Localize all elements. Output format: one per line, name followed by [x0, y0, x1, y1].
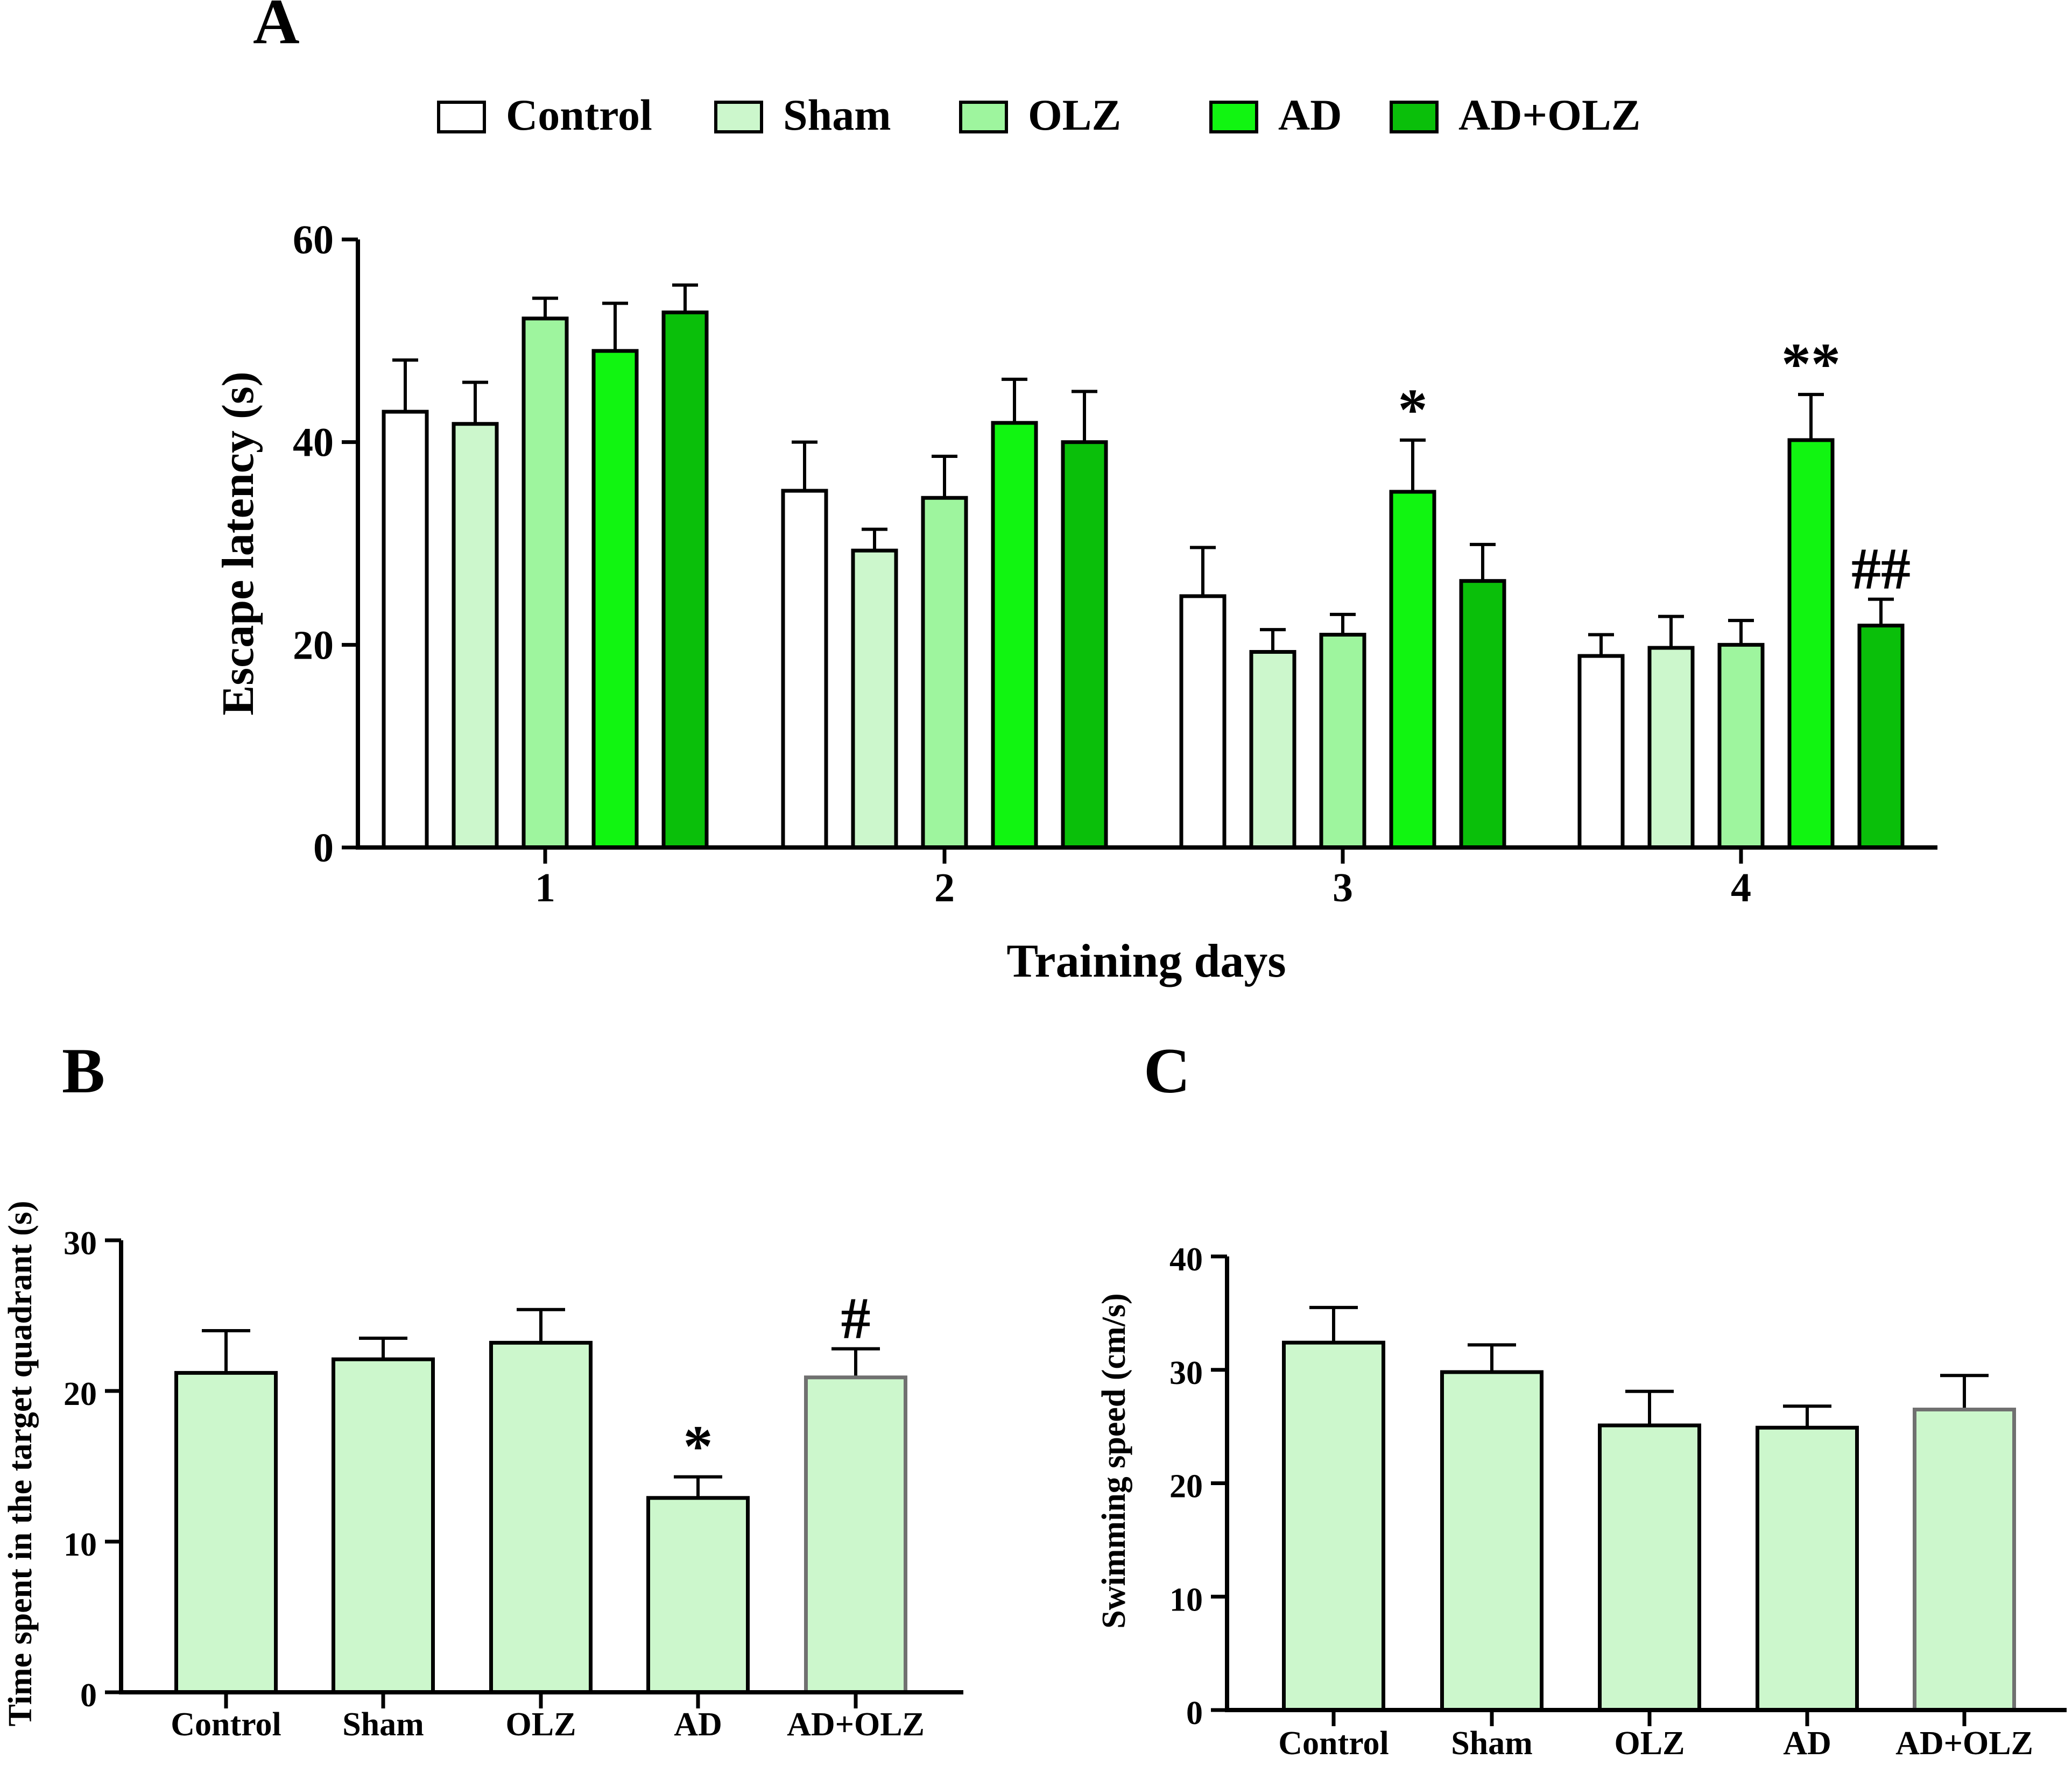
bar-2-1	[921, 496, 968, 850]
bar-1-1	[851, 548, 898, 850]
bar-0-3	[1577, 654, 1625, 850]
significance-0-4: #	[841, 1285, 871, 1351]
bar-0-0	[1282, 1340, 1385, 1712]
y-axis-title: Escape latency (s)	[213, 371, 263, 715]
bar-0-4	[1913, 1408, 2016, 1712]
bar-3-2	[1389, 490, 1436, 850]
y-axis-title: Time spent in the target quadrant (s)	[2, 1200, 39, 1726]
x-tick-label-3: AD	[674, 1706, 722, 1743]
legend-swatch-3	[1209, 101, 1258, 133]
panel-c-chart: 0 10 20 30 40 Control Sham OLZ AD AD+OLZ Swimming …	[1096, 1241, 2067, 1762]
bar-0-3	[646, 1496, 750, 1694]
y-tick-label-0: 0	[1186, 1695, 1203, 1732]
legend-label-4: AD+OLZ	[1458, 90, 1640, 139]
panel-label-c: C	[1144, 1035, 1190, 1106]
bar-0-1	[332, 1357, 435, 1694]
bar-0-0	[382, 409, 429, 850]
bar-1-0	[452, 422, 499, 850]
y-tick-label-1: 10	[64, 1527, 97, 1563]
x-axis-title: Training days	[1006, 935, 1286, 987]
panel-a-chart: 0 20 40 60 1 2 * 3 ** ## 4 Escape latency (s) Traini…	[213, 217, 1937, 987]
bar-2-3	[1717, 642, 1765, 850]
y-tick-label-1: 10	[1169, 1581, 1203, 1618]
x-tick-label-3: 4	[1731, 865, 1751, 910]
bar-3-0	[591, 349, 639, 850]
x-tick-label-0: 1	[535, 865, 555, 910]
legend-label-3: AD	[1278, 90, 1342, 139]
panel-b-chart: 0 10 20 30 Control Sham OLZ * AD # AD+OLZ Time spen…	[2, 1200, 963, 1743]
legend-label-2: OLZ	[1028, 90, 1121, 139]
y-tick-label-0: 0	[80, 1677, 97, 1714]
x-tick-label-2: OLZ	[506, 1706, 576, 1743]
bar-0-2	[1179, 594, 1227, 850]
significance-3-3: **	[1781, 331, 1841, 397]
x-tick-label-1: Sham	[1451, 1725, 1533, 1762]
bar-0-4	[804, 1375, 907, 1694]
bar-2-2	[1319, 633, 1366, 850]
bar-4-0	[661, 310, 709, 850]
bar-3-3	[1787, 438, 1835, 850]
x-tick-label-2: 3	[1333, 865, 1353, 910]
x-tick-label-3: AD	[1783, 1725, 1831, 1762]
legend-swatch-1	[714, 101, 763, 133]
bar-2-0	[521, 316, 569, 850]
x-tick-label-2: OLZ	[1615, 1725, 1685, 1762]
y-tick-label-4: 40	[1169, 1241, 1203, 1278]
y-tick-label-3: 30	[64, 1225, 97, 1262]
legend: Control Sham OLZ AD AD+OLZ	[437, 90, 1640, 139]
x-tick-label-0: Control	[171, 1706, 281, 1743]
bar-0-3	[1756, 1425, 1859, 1712]
panel-label-b: B	[62, 1035, 105, 1106]
bar-0-2	[489, 1340, 593, 1694]
bar-4-2	[1459, 579, 1506, 850]
y-tick-label-3: 30	[1169, 1355, 1203, 1391]
panel-label-a: A	[253, 0, 300, 57]
legend-swatch-0	[437, 101, 486, 133]
y-axis-title: Swimming speed (cm/s)	[1096, 1293, 1132, 1628]
y-tick-label-2: 20	[64, 1376, 97, 1412]
legend-swatch-4	[1390, 101, 1439, 133]
x-tick-label-4: AD+OLZ	[787, 1706, 925, 1743]
legend-label-1: Sham	[783, 90, 891, 139]
legend-swatch-2	[959, 101, 1008, 133]
significance-0-3: *	[683, 1414, 713, 1479]
bar-4-1	[1061, 440, 1108, 850]
bar-1-2	[1249, 650, 1296, 850]
y-tick-label-3: 60	[293, 217, 334, 263]
bar-0-1	[781, 489, 828, 850]
bar-0-2	[1598, 1423, 1701, 1712]
y-tick-label-1: 20	[293, 623, 334, 668]
x-tick-label-1: Sham	[342, 1706, 424, 1743]
x-tick-label-1: 2	[934, 865, 955, 910]
bar-0-0	[174, 1371, 278, 1694]
significance-4-3: ##	[1851, 536, 1911, 602]
bar-0-1	[1440, 1370, 1544, 1712]
y-tick-label-2: 40	[293, 420, 334, 465]
significance-3-2: *	[1398, 377, 1428, 442]
x-tick-label-4: AD+OLZ	[1895, 1725, 2033, 1762]
y-tick-label-2: 20	[1169, 1468, 1203, 1505]
bar-4-3	[1857, 624, 1905, 850]
bar-3-1	[991, 421, 1038, 850]
legend-label-0: Control	[506, 90, 652, 139]
x-tick-label-0: Control	[1278, 1725, 1389, 1762]
y-tick-label-0: 0	[313, 825, 334, 871]
bar-1-3	[1647, 646, 1695, 850]
